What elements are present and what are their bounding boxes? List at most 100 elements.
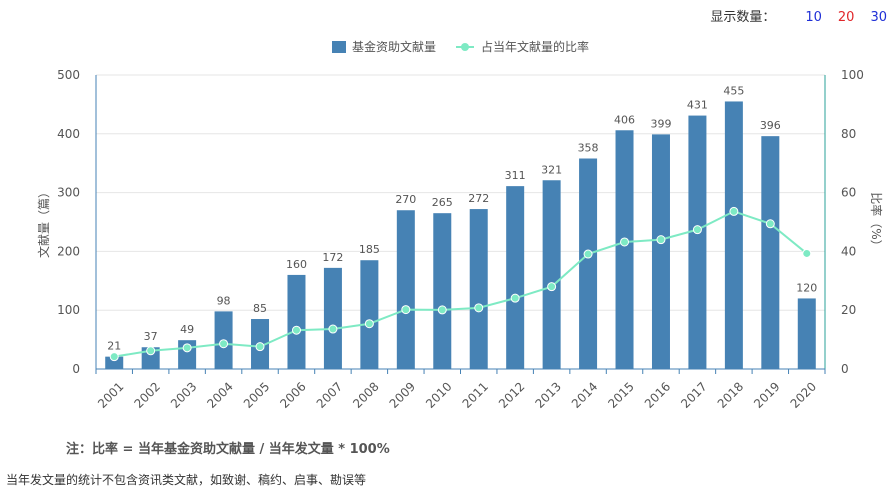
axes bbox=[95, 75, 826, 374]
x-tick-label: 2010 bbox=[423, 379, 454, 410]
bar bbox=[542, 180, 561, 369]
line-series bbox=[109, 206, 812, 362]
ratio-point bbox=[219, 339, 229, 349]
bar bbox=[797, 298, 816, 369]
ratio-point bbox=[765, 219, 775, 229]
x-tick-label: 2020 bbox=[788, 379, 819, 410]
bar-data-label: 455 bbox=[723, 84, 744, 97]
ratio-point bbox=[364, 319, 374, 329]
bar bbox=[724, 101, 743, 370]
ratio-point bbox=[401, 305, 411, 315]
y2-tick-label: 60 bbox=[841, 186, 856, 200]
y2-tick-label: 0 bbox=[841, 362, 849, 376]
x-tick-label: 2012 bbox=[496, 379, 527, 410]
footnote: 当年发文量的统计不包含资讯类文献，如致谢、稿约、启事、勘误等 bbox=[6, 473, 367, 487]
bar-data-label: 98 bbox=[217, 294, 231, 307]
bar-data-label: 49 bbox=[180, 323, 194, 336]
bar-data-label: 270 bbox=[395, 193, 416, 206]
ratio-point bbox=[692, 225, 702, 235]
bar bbox=[105, 356, 124, 369]
x-tick-label: 2008 bbox=[350, 379, 381, 410]
ratio-point bbox=[583, 249, 593, 259]
bar bbox=[287, 274, 306, 369]
bar-data-label: 358 bbox=[578, 141, 599, 154]
ratio-point bbox=[146, 346, 156, 356]
bar bbox=[360, 260, 379, 369]
x-tick-label: 2016 bbox=[642, 379, 673, 410]
bar-data-label: 185 bbox=[359, 243, 380, 256]
bar-data-label: 406 bbox=[614, 113, 635, 126]
bar bbox=[688, 115, 707, 370]
display-count-option-10[interactable]: 10 bbox=[805, 10, 822, 25]
legend-line-label: 占当年文献量的比率 bbox=[481, 39, 589, 54]
bar-data-label: 399 bbox=[650, 117, 671, 130]
x-tick-label: 2015 bbox=[605, 379, 636, 410]
x-tick-label: 2001 bbox=[95, 379, 126, 410]
ratio-point bbox=[510, 293, 520, 303]
y2-tick-label: 20 bbox=[841, 303, 856, 317]
bar bbox=[323, 267, 342, 369]
bar-data-labels: 21 37 49 98 85 160 172 185 270 265 272 311 321 358 406… bbox=[107, 84, 817, 352]
bar bbox=[141, 347, 160, 369]
y2-tick-label: 100 bbox=[841, 68, 864, 82]
legend-bar-label: 基金资助文献量 bbox=[352, 39, 436, 54]
display-count-option-30[interactable]: 30 bbox=[870, 10, 887, 25]
bar-data-label: 396 bbox=[760, 119, 781, 132]
x-tick-label: 2018 bbox=[715, 379, 746, 410]
ratio-point bbox=[620, 237, 630, 247]
y-tick-labels: 0 100 200 300 400 500 bbox=[57, 68, 80, 376]
x-tick-label: 2003 bbox=[168, 379, 199, 410]
x-tick-label: 2006 bbox=[277, 379, 308, 410]
grid-lines bbox=[96, 74, 825, 311]
legend-bar-swatch bbox=[332, 41, 346, 53]
legend-line-marker bbox=[461, 43, 469, 51]
y-tick-label: 400 bbox=[57, 127, 80, 141]
x-tick-label: 2011 bbox=[460, 379, 491, 410]
bar bbox=[469, 209, 488, 369]
bar-data-label: 160 bbox=[286, 258, 307, 271]
y-tick-label: 500 bbox=[57, 68, 80, 82]
x-tick-label: 2013 bbox=[532, 379, 563, 410]
ratio-point bbox=[328, 324, 338, 334]
bar-data-label: 265 bbox=[432, 196, 453, 209]
display-count-option-20[interactable]: 20 bbox=[837, 10, 855, 25]
ratio-line bbox=[114, 210, 808, 358]
legend: 基金资助文献量 占当年文献量的比率 bbox=[332, 39, 589, 54]
bar bbox=[506, 186, 525, 369]
bar bbox=[433, 213, 452, 369]
x-tick-label: 2014 bbox=[569, 379, 600, 410]
x-tick-label: 2019 bbox=[751, 379, 782, 410]
bar-data-label: 85 bbox=[253, 302, 267, 315]
y-tick-label: 300 bbox=[57, 186, 80, 200]
bar-data-label: 21 bbox=[107, 340, 121, 353]
y2-axis-label: 比率（%） bbox=[869, 192, 884, 251]
x-tick-label: 2007 bbox=[314, 379, 345, 410]
ratio-point bbox=[547, 282, 557, 292]
bar-data-label: 37 bbox=[144, 330, 158, 343]
ratio-point bbox=[802, 248, 812, 258]
bar bbox=[579, 158, 598, 369]
bar-data-label: 272 bbox=[468, 192, 489, 205]
ratio-point bbox=[729, 206, 739, 216]
bar-series bbox=[105, 101, 816, 370]
display-count-selector: 显示数量： 10 20 30 bbox=[710, 6, 887, 25]
ratio-point bbox=[255, 342, 265, 352]
ratio-point bbox=[474, 303, 484, 313]
ratio-point bbox=[656, 235, 666, 245]
y2-tick-labels: 0 20 40 60 80 100 bbox=[841, 68, 864, 376]
bar bbox=[615, 130, 634, 369]
x-tick-label: 2002 bbox=[132, 379, 163, 410]
y-tick-label: 0 bbox=[72, 362, 80, 376]
y2-tick-label: 80 bbox=[841, 127, 856, 141]
bar bbox=[396, 210, 415, 369]
y-tick-label: 100 bbox=[57, 303, 80, 317]
ratio-point bbox=[437, 305, 447, 315]
x-tick-labels: 2001 2002 2003 2004 2005 2006 2007 2008 2009 2010… bbox=[95, 379, 819, 410]
x-tick-label: 2005 bbox=[241, 379, 272, 410]
y-axis-label: 文献量（篇） bbox=[36, 186, 51, 258]
ratio-point bbox=[291, 325, 301, 335]
x-tick-label: 2009 bbox=[387, 379, 418, 410]
formula-note: 注：比率 = 当年基金资助文献量 / 当年发文量 * 100% bbox=[66, 442, 390, 457]
bar-data-label: 321 bbox=[541, 163, 562, 176]
